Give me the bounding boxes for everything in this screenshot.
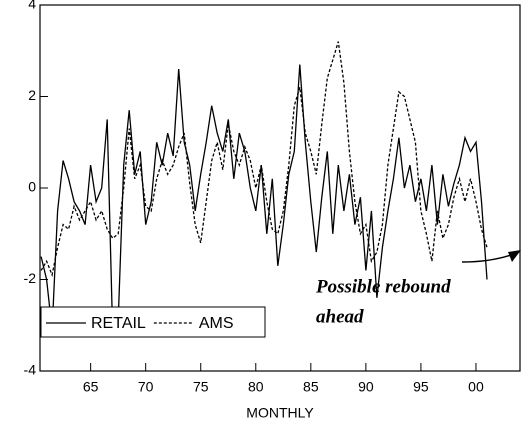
x-tick-label: 70 bbox=[138, 379, 154, 395]
annotation: Possible rebound bbox=[315, 276, 451, 297]
x-tick-label: 95 bbox=[413, 379, 429, 395]
x-axis-label: MONTHLY bbox=[246, 405, 314, 421]
x-tick-label: 65 bbox=[83, 379, 99, 395]
annotation: ahead bbox=[316, 306, 364, 327]
legend-label: AMS bbox=[199, 315, 234, 332]
y-tick-label: 2 bbox=[28, 87, 36, 103]
legend-box bbox=[40, 306, 266, 338]
arrow-head bbox=[508, 250, 521, 262]
y-tick-label: 4 bbox=[28, 0, 36, 12]
x-tick-label: 00 bbox=[468, 379, 484, 395]
y-tick-label: -2 bbox=[24, 270, 37, 286]
x-tick-label: 90 bbox=[358, 379, 374, 395]
series-line bbox=[40, 41, 488, 278]
x-tick-label: 85 bbox=[303, 379, 319, 395]
x-tick-label: 75 bbox=[193, 379, 209, 395]
y-tick-label: 0 bbox=[28, 179, 36, 195]
y-tick-label: -4 bbox=[24, 362, 37, 378]
legend-label: RETAIL bbox=[91, 315, 146, 332]
x-tick-label: 80 bbox=[248, 379, 264, 395]
